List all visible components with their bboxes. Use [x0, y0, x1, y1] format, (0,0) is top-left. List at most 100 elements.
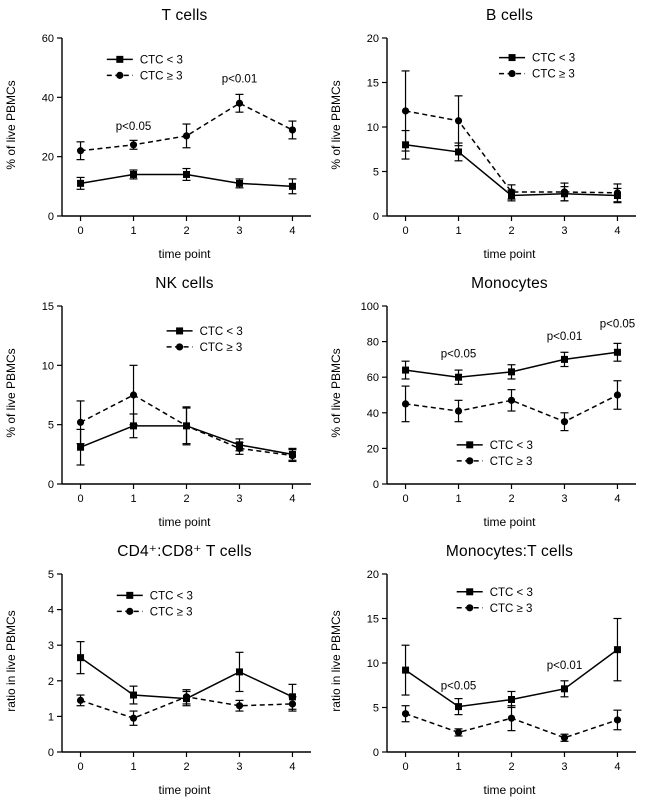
y-axis-label-column: % of live PBMCs [325, 297, 347, 515]
svg-text:5: 5 [373, 703, 379, 715]
plot-row: % of live PBMCs 0 5 10 15 20 0 1 2 3 4 CTC < 3 CTC … [325, 29, 650, 247]
svg-text:60: 60 [367, 372, 379, 384]
y-axis-label: % of live PBMCs [4, 348, 18, 438]
svg-text:CTC ≥ 3: CTC ≥ 3 [490, 456, 533, 468]
chart-panel-monocytes-t-cells: Monocytes:T cells ratio in live PBMCs 0 5… [325, 537, 650, 805]
chart-title: B cells [485, 7, 534, 24]
svg-text:p<0.05: p<0.05 [116, 121, 152, 133]
svg-text:0: 0 [402, 493, 408, 505]
svg-text:3: 3 [561, 761, 567, 773]
svg-text:0: 0 [48, 479, 54, 491]
svg-text:0: 0 [373, 211, 379, 223]
x-axis-label: time point [483, 515, 536, 529]
y-axis-label: % of live PBMCs [4, 80, 18, 170]
svg-text:40: 40 [42, 92, 54, 104]
plot-row: ratio in live PBMCs 0 1 2 3 4 5 0 1 2 3 4 CTC < 3 CT… [0, 565, 325, 783]
svg-text:CTC < 3: CTC < 3 [150, 590, 193, 602]
x-axis-label: time point [158, 247, 211, 261]
svg-text:100: 100 [361, 301, 379, 313]
svg-text:p<0.05: p<0.05 [600, 318, 636, 330]
y-axis-label: % of live PBMCs [329, 80, 343, 170]
svg-text:1: 1 [455, 493, 461, 505]
svg-text:1: 1 [130, 225, 136, 237]
svg-text:2: 2 [183, 225, 189, 237]
x-axis-label: time point [483, 783, 536, 797]
svg-text:0: 0 [77, 493, 83, 505]
svg-text:3: 3 [236, 493, 242, 505]
plot-row: % of live PBMCs 0 20 40 60 80 100 0 1 2 3 4 CTC < 3… [325, 297, 650, 515]
svg-text:4: 4 [289, 225, 295, 237]
svg-text:0: 0 [48, 211, 54, 223]
svg-text:1: 1 [455, 225, 461, 237]
plot-area: 0 5 10 15 0 1 2 3 4 CTC < 3 CTC ≥ 3 [42, 301, 311, 505]
y-axis-label-column: % of live PBMCs [325, 29, 347, 247]
svg-text:3: 3 [236, 761, 242, 773]
svg-text:4: 4 [289, 761, 295, 773]
svg-text:p<0.05: p<0.05 [441, 681, 477, 693]
plot-row: % of live PBMCs 0 20 40 60 0 1 2 3 4 CTC < 3 CTC ≥… [0, 29, 325, 247]
svg-text:15: 15 [367, 614, 379, 626]
svg-text:2: 2 [48, 676, 54, 688]
plot-area: 0 20 40 60 0 1 2 3 4 CTC < 3 CTC ≥ 3 p<0.05 p<0.01 [42, 33, 311, 237]
svg-text:20: 20 [367, 33, 379, 45]
plot-row: ratio in live PBMCs 0 5 10 15 20 0 1 2 3 4 CTC < 3… [325, 565, 650, 783]
svg-text:0: 0 [402, 761, 408, 773]
chart-title: T cells [161, 7, 208, 24]
y-axis-label: % of live PBMCs [329, 348, 343, 438]
svg-text:CTC < 3: CTC < 3 [200, 326, 243, 338]
svg-text:CTC ≥ 3: CTC ≥ 3 [150, 606, 193, 618]
svg-text:0: 0 [402, 225, 408, 237]
chart-panel-t-cells: T cells % of live PBMCs 0 20 40 60 0 1 2 3 4 CTC … [0, 1, 325, 269]
svg-text:4: 4 [614, 761, 620, 773]
svg-text:5: 5 [48, 569, 54, 581]
svg-text:CTC ≥ 3: CTC ≥ 3 [532, 69, 575, 81]
svg-text:80: 80 [367, 337, 379, 349]
svg-text:40: 40 [367, 408, 379, 420]
svg-text:3: 3 [48, 640, 54, 652]
svg-text:5: 5 [373, 167, 379, 179]
chart-panel-nk-cells: NK cells % of live PBMCs 0 5 10 15 0 1 2 3 4 CTC … [0, 269, 325, 537]
svg-text:60: 60 [42, 33, 54, 45]
svg-text:10: 10 [367, 122, 379, 134]
svg-text:15: 15 [367, 78, 379, 90]
svg-text:p<0.01: p<0.01 [547, 660, 583, 672]
svg-text:CTC ≥ 3: CTC ≥ 3 [200, 342, 243, 354]
y-axis-label-column: ratio in live PBMCs [0, 565, 22, 783]
svg-text:p<0.01: p<0.01 [222, 74, 258, 86]
svg-text:1: 1 [130, 493, 136, 505]
svg-text:4: 4 [289, 493, 295, 505]
svg-text:3: 3 [561, 493, 567, 505]
svg-text:p<0.01: p<0.01 [547, 331, 583, 343]
svg-text:15: 15 [42, 301, 54, 313]
svg-text:4: 4 [614, 225, 620, 237]
chart-panel-b-cells: B cells % of live PBMCs 0 5 10 15 20 0 1 2 3 4 CTC… [325, 1, 650, 269]
svg-text:4: 4 [48, 605, 54, 617]
svg-text:2: 2 [508, 493, 514, 505]
svg-text:p<0.05: p<0.05 [441, 349, 477, 361]
chart-panel-cd4-cd8-t-cells: CD4⁺:CD8⁺ T cells ratio in live PBMCs 0 1… [0, 537, 325, 805]
svg-text:20: 20 [367, 569, 379, 581]
plot-row: % of live PBMCs 0 5 10 15 0 1 2 3 4 CTC < 3 CTC ≥ … [0, 297, 325, 515]
plot-area: 0 5 10 15 20 0 1 2 3 4 CTC < 3 CTC ≥ 3 p<0.05 p<0.01 [367, 569, 636, 773]
svg-text:1: 1 [455, 761, 461, 773]
x-axis-label: time point [158, 783, 211, 797]
svg-text:CTC < 3: CTC < 3 [490, 440, 533, 452]
svg-text:1: 1 [48, 711, 54, 723]
y-axis-label: ratio in live PBMCs [329, 610, 343, 712]
y-axis-label-column: ratio in live PBMCs [325, 565, 347, 783]
plot-area: 0 1 2 3 4 5 0 1 2 3 4 CTC < 3 CTC ≥ 3 [48, 569, 311, 773]
svg-text:3: 3 [236, 225, 242, 237]
x-axis-label: time point [158, 515, 211, 529]
chart-title: CD4⁺:CD8⁺ T cells [117, 543, 252, 560]
svg-text:0: 0 [373, 747, 379, 759]
svg-text:20: 20 [42, 152, 54, 164]
x-axis-label: time point [483, 247, 536, 261]
chart-title: Monocytes:T cells [445, 543, 574, 560]
svg-text:CTC ≥ 3: CTC ≥ 3 [490, 603, 533, 615]
svg-text:5: 5 [48, 420, 54, 432]
svg-text:10: 10 [42, 360, 54, 372]
svg-text:2: 2 [508, 225, 514, 237]
y-axis-label-column: % of live PBMCs [0, 297, 22, 515]
svg-text:CTC < 3: CTC < 3 [532, 53, 575, 65]
